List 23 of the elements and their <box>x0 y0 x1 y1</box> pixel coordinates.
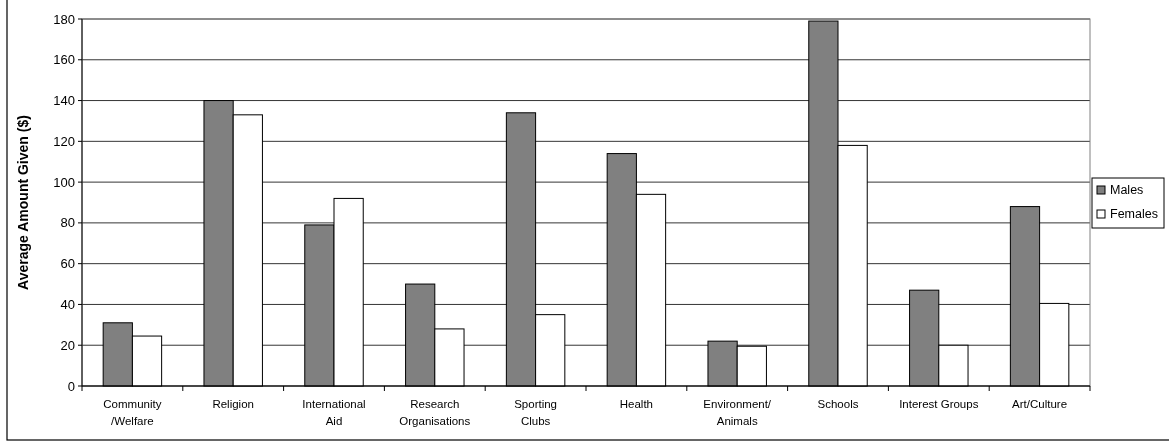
x-tick-label: Environment/ Animals <box>703 398 772 427</box>
y-tick-label: 60 <box>60 256 75 272</box>
y-tick-label: 160 <box>53 52 75 68</box>
x-tick-label: Health <box>619 398 654 410</box>
y-tick-label: 120 <box>53 133 75 149</box>
y-tick-label: 40 <box>60 296 75 312</box>
y-tick-label: 100 <box>53 174 75 190</box>
x-tick-label: Sporting Clubs <box>514 398 558 427</box>
legend-label: Males <box>1110 183 1144 198</box>
x-tick-label: Research Organisations <box>399 398 471 427</box>
y-tick-label: 80 <box>60 215 75 231</box>
x-tick-label: Art/Culture <box>1012 398 1068 410</box>
legend-label: Females <box>1110 207 1158 222</box>
y-tick-label: 0 <box>67 378 75 394</box>
x-tick-label: Schools <box>817 398 859 410</box>
y-tick-label: 180 <box>53 11 75 27</box>
y-axis-title: Average Amount Given ($) <box>15 115 31 290</box>
y-tick-label: 20 <box>60 337 75 353</box>
x-tick-label: Religion <box>212 398 254 410</box>
y-tick-label: 140 <box>53 93 75 109</box>
x-tick-label: Community /Welfare <box>103 398 162 427</box>
x-tick-label: International Aid <box>302 398 366 427</box>
x-tick-label: Interest Groups <box>899 398 979 410</box>
